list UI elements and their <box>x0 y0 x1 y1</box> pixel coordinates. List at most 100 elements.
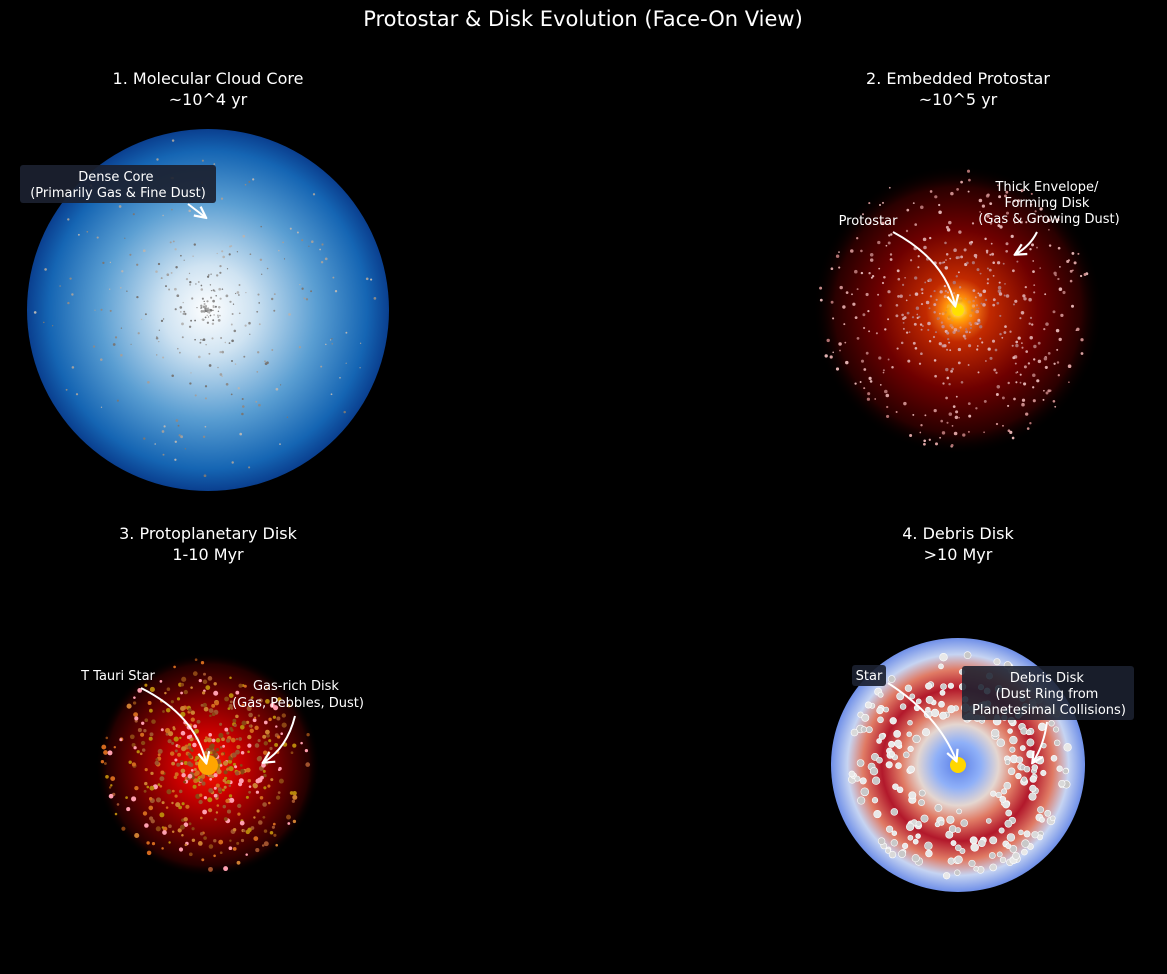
dust-particle <box>1045 391 1049 395</box>
dust-particle <box>219 851 223 855</box>
dust-particle <box>272 822 276 826</box>
dust-particle <box>1020 190 1023 193</box>
dust-particle <box>915 820 922 827</box>
dust-particle <box>924 281 927 284</box>
dust-particle <box>234 363 237 365</box>
dust-particle <box>229 300 232 303</box>
dust-particle <box>1009 845 1018 853</box>
dust-particle <box>945 396 948 400</box>
dust-particle <box>1021 839 1030 848</box>
dust-particle <box>899 294 903 298</box>
dust-particle <box>160 770 165 775</box>
dust-particle <box>180 762 184 766</box>
dust-particle <box>206 275 210 278</box>
dust-particle <box>887 318 890 321</box>
dust-particle <box>261 273 263 275</box>
dust-particle <box>226 768 229 771</box>
dust-particle <box>917 255 920 258</box>
dust-particle <box>252 718 257 723</box>
dust-particle <box>1001 336 1004 339</box>
dust-particle <box>883 706 890 713</box>
dust-particle <box>954 855 963 864</box>
dust-particle <box>927 328 930 332</box>
dust-particle <box>214 305 217 308</box>
dust-particle <box>306 733 310 737</box>
dust-particle <box>125 796 128 799</box>
dust-particle <box>222 804 227 809</box>
dust-particle <box>1069 269 1073 273</box>
dust-particle <box>256 310 259 313</box>
dust-particle <box>255 400 258 403</box>
dust-particle <box>951 367 955 371</box>
dust-particle <box>972 289 976 292</box>
dust-particle <box>359 367 361 369</box>
dust-particle <box>162 830 167 835</box>
dust-particle <box>890 839 898 847</box>
dust-particle <box>909 693 916 700</box>
dust-particle <box>149 686 155 692</box>
dust-particle <box>265 729 270 735</box>
dust-particle <box>204 397 207 400</box>
dust-particle <box>1068 381 1070 384</box>
dust-particle <box>958 230 962 234</box>
dust-particle <box>339 377 341 379</box>
dust-particle <box>43 321 45 324</box>
dust-particle <box>301 287 304 290</box>
dust-particle <box>238 737 243 741</box>
dust-particle <box>253 716 257 720</box>
dust-particle <box>200 703 204 707</box>
dust-particle <box>272 715 277 719</box>
dust-particle <box>196 719 201 724</box>
dust-particle <box>193 724 198 729</box>
dust-particle <box>925 849 933 858</box>
dust-particle <box>168 841 171 844</box>
dust-particle <box>236 291 240 294</box>
dust-particle <box>370 278 373 281</box>
dust-particle <box>121 826 126 831</box>
dust-particle <box>983 431 985 434</box>
dust-particle <box>885 761 893 769</box>
dust-particle <box>235 714 239 719</box>
dust-particle <box>976 348 979 351</box>
dust-particle <box>952 405 956 408</box>
dust-particle <box>944 266 949 270</box>
dust-particle <box>165 285 167 288</box>
dust-particle <box>1016 756 1024 764</box>
dust-particle <box>867 392 871 396</box>
dust-particle <box>240 769 245 774</box>
dust-particle <box>938 819 945 826</box>
dust-particle <box>876 738 882 744</box>
dust-particle <box>208 787 214 794</box>
dust-particle <box>215 738 221 743</box>
dust-particle <box>955 844 962 852</box>
dust-particle <box>202 435 206 438</box>
dust-particle <box>871 797 879 804</box>
dust-particle <box>198 799 203 805</box>
label-star: Star <box>856 669 883 684</box>
dust-particle <box>950 370 953 373</box>
dust-particle <box>1067 259 1070 262</box>
dust-particle <box>925 695 934 704</box>
dust-particle <box>144 823 149 828</box>
dust-particle <box>1037 834 1043 841</box>
dust-particle <box>983 399 987 403</box>
dust-particle <box>1025 412 1029 416</box>
dust-particle <box>217 787 222 792</box>
dust-particle <box>1083 273 1087 276</box>
dust-particle <box>228 766 234 772</box>
dust-particle <box>163 425 166 428</box>
dust-particle <box>247 743 252 748</box>
dust-particle <box>839 349 841 352</box>
dust-particle <box>133 746 137 750</box>
dust-particle <box>232 303 235 305</box>
dust-particle <box>200 661 205 665</box>
dust-particle <box>278 249 280 252</box>
dust-particle <box>201 318 204 321</box>
dust-particle <box>168 288 171 291</box>
dust-particle <box>968 178 971 182</box>
dust-particle <box>224 341 226 344</box>
dust-particle <box>844 341 847 344</box>
dust-particle <box>999 314 1002 317</box>
dust-particle <box>194 394 197 397</box>
dust-particle <box>883 276 886 279</box>
